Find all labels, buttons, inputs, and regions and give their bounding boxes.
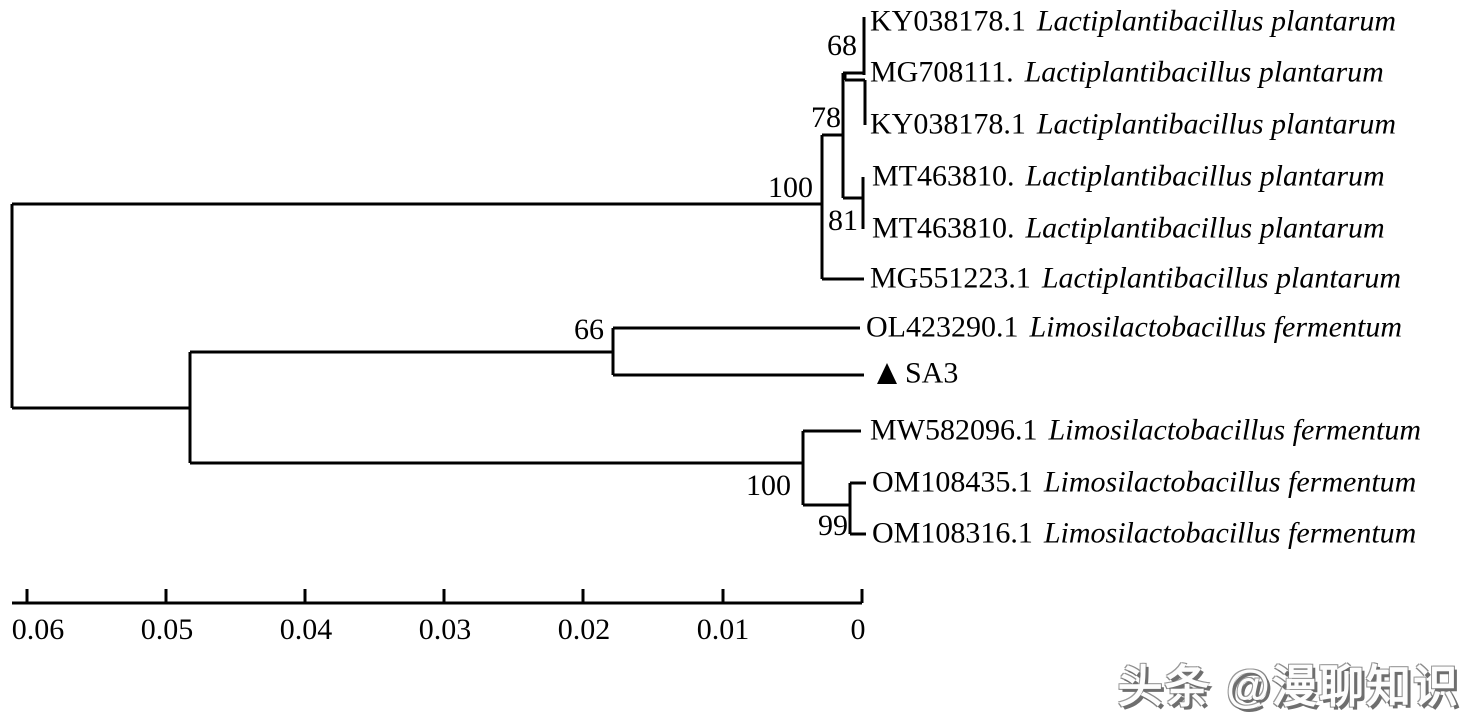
species-name: Lactiplantibacillus plantarum xyxy=(1036,107,1397,141)
species-name: Limosilactobacillus fermentum xyxy=(1029,310,1402,344)
bootstrap-value-66: 66 xyxy=(574,313,604,346)
species-name: Lactiplantibacillus plantarum xyxy=(1024,55,1384,89)
scale-tick-label: 0 xyxy=(850,613,866,646)
watermark: 头条 @漫聊知识 xyxy=(1117,661,1460,712)
scale-tick-label: 0.04 xyxy=(279,613,333,646)
bootstrap-value-100-fermentum: 100 xyxy=(746,469,791,502)
fermentum-clade-lines xyxy=(188,326,866,536)
sa3-triangle-marker xyxy=(877,363,897,384)
bootstrap-value-99: 99 xyxy=(818,509,848,542)
leaf-label: MT463810. Lactiplantibacillus plantarum xyxy=(872,213,1385,243)
bootstrap-value-68: 68 xyxy=(827,29,857,62)
strain-name: SA3 xyxy=(905,356,959,390)
species-name: Lactiplantibacillus plantarum xyxy=(1025,159,1385,193)
leaf-label: OL423290.1 Limosilactobacillus fermentum xyxy=(866,312,1402,342)
bootstrap-value-81: 81 xyxy=(828,204,858,237)
species-name: Lactiplantibacillus plantarum xyxy=(1025,211,1385,245)
accession: MT463810. xyxy=(872,211,1015,245)
leaf-label: KY038178.1 Lactiplantibacillus plantarum xyxy=(870,109,1396,139)
leaf-label: OM108316.1 Limosilactobacillus fermentum xyxy=(872,518,1416,548)
leaf-label: MW582096.1 Limosilactobacillus fermentum xyxy=(870,415,1421,445)
species-name: Limosilactobacillus fermentum xyxy=(1043,516,1417,550)
accession: OM108435.1 xyxy=(872,465,1033,499)
scale-tick-label: 0.03 xyxy=(418,613,472,646)
species-name: Lactiplantibacillus plantarum xyxy=(1041,261,1402,295)
leaf-label: MG551223.1 Lactiplantibacillus plantarum xyxy=(870,263,1401,293)
leaf-label: MT463810. Lactiplantibacillus plantarum xyxy=(872,161,1385,191)
accession: OL423290.1 xyxy=(866,310,1019,344)
leaf-label-sa3: SA3 xyxy=(905,358,958,388)
scale-tick-label: 0.02 xyxy=(557,613,611,646)
accession: MW582096.1 xyxy=(870,413,1038,447)
species-name: Limosilactobacillus fermentum xyxy=(1043,465,1417,499)
leaf-label: MG708111. Lactiplantibacillus plantarum xyxy=(870,57,1384,87)
accession: MT463810. xyxy=(872,159,1015,193)
scale-tick-label: 0.01 xyxy=(696,613,750,646)
scale-tick-label: 0.05 xyxy=(140,613,194,646)
accession: MG551223.1 xyxy=(870,261,1031,295)
accession: OM108316.1 xyxy=(872,516,1033,550)
plantarum-clade-lines xyxy=(820,17,867,281)
accession: MG708111. xyxy=(870,55,1014,89)
species-name: Limosilactobacillus fermentum xyxy=(1048,413,1421,447)
scale-tick-label: 0.06 xyxy=(11,613,65,646)
root-branches xyxy=(10,202,822,410)
accession: KY038178.1 xyxy=(870,4,1026,38)
bootstrap-value-100-plantarum: 100 xyxy=(768,171,813,204)
species-name: Lactiplantibacillus plantarum xyxy=(1036,4,1397,38)
leaf-label: KY038178.1 Lactiplantibacillus plantarum xyxy=(870,6,1396,36)
accession: KY038178.1 xyxy=(870,107,1026,141)
leaf-label: OM108435.1 Limosilactobacillus fermentum xyxy=(872,467,1416,497)
bootstrap-value-78: 78 xyxy=(811,101,841,134)
scale-bar-lines xyxy=(12,589,864,605)
